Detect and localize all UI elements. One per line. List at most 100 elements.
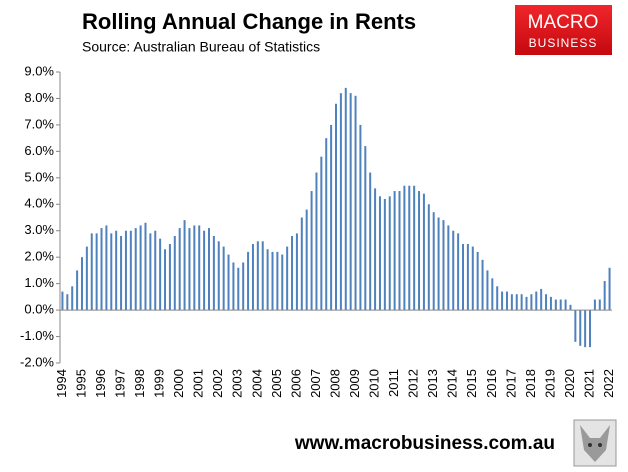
bar — [374, 188, 377, 311]
bar — [525, 296, 528, 311]
logo-text: MACRO — [528, 12, 599, 33]
bar — [418, 191, 421, 311]
bar — [471, 246, 474, 311]
bar — [256, 241, 259, 311]
bar — [154, 230, 157, 311]
x-tick-label: 2013 — [425, 369, 440, 398]
bar — [457, 233, 460, 311]
bar — [388, 196, 391, 311]
bar — [217, 241, 220, 311]
bar — [579, 310, 582, 346]
y-tick-label: 0.0% — [24, 302, 54, 317]
bar — [569, 304, 572, 311]
bar — [251, 243, 254, 311]
bar — [80, 257, 83, 311]
bar — [427, 204, 430, 311]
x-tick-label: 2004 — [249, 369, 264, 398]
x-tick-label: 2009 — [347, 369, 362, 398]
bar — [437, 217, 440, 311]
bar — [305, 209, 308, 311]
x-tick-label: 2008 — [327, 369, 342, 398]
x-tick-label: 2017 — [503, 369, 518, 398]
x-tick-label: 2021 — [581, 369, 596, 398]
bar — [232, 262, 235, 311]
x-tick-label: 2003 — [230, 369, 245, 398]
x-tick-label: 2016 — [484, 369, 499, 398]
bar — [149, 233, 152, 311]
footer-url: www.macrobusiness.com.au — [294, 433, 555, 454]
bar — [139, 225, 142, 311]
x-tick-label: 1999 — [152, 369, 167, 398]
bar — [271, 251, 274, 311]
logo-text: BUSINESS — [529, 36, 598, 50]
bar — [554, 299, 557, 311]
y-tick-label: 4.0% — [24, 196, 54, 211]
bar — [291, 236, 294, 311]
x-tick-label: 2012 — [406, 369, 421, 398]
bar — [603, 280, 606, 311]
bar — [193, 225, 196, 311]
bar — [66, 294, 69, 311]
bar — [349, 93, 352, 311]
bar — [354, 95, 357, 311]
bar — [510, 294, 513, 311]
x-tick-label: 2022 — [601, 369, 616, 398]
logo-box — [515, 5, 612, 55]
bar — [61, 291, 64, 311]
bar — [100, 228, 103, 311]
x-tick-label: 2018 — [523, 369, 538, 398]
y-tick-label: 3.0% — [24, 222, 54, 237]
bar — [110, 233, 113, 311]
bar — [144, 222, 147, 311]
x-tick-label: 2005 — [269, 369, 284, 398]
bar — [549, 296, 552, 311]
bar — [515, 294, 518, 311]
bar — [295, 233, 298, 311]
bar — [335, 103, 337, 311]
y-tick-label: -2.0% — [20, 354, 54, 369]
bar — [359, 124, 362, 311]
bar — [408, 185, 411, 311]
bar — [71, 286, 74, 311]
bar — [559, 299, 562, 311]
bar — [198, 225, 201, 311]
bar — [266, 249, 269, 311]
bar — [383, 198, 386, 311]
bar — [486, 270, 489, 311]
x-tick-label: 2020 — [562, 369, 577, 398]
bar — [462, 243, 465, 311]
bar — [207, 228, 210, 311]
bar — [432, 212, 435, 311]
bar — [505, 291, 508, 311]
bar — [369, 172, 372, 311]
x-tick-label: 2000 — [171, 369, 186, 398]
bar — [535, 291, 538, 311]
bar — [188, 228, 191, 311]
bar — [466, 243, 469, 311]
bar — [242, 262, 245, 311]
bar — [491, 278, 494, 311]
bar — [422, 193, 425, 311]
x-tick-label: 1996 — [93, 369, 108, 398]
bar — [227, 254, 230, 311]
bar — [344, 87, 347, 311]
bar — [247, 251, 250, 311]
bar — [212, 236, 215, 311]
x-tick-label: 2010 — [367, 369, 382, 398]
bar — [564, 299, 567, 311]
bar — [120, 236, 123, 311]
bar — [124, 230, 127, 311]
bar — [403, 185, 406, 311]
bar — [339, 93, 342, 311]
y-tick-label: 2.0% — [24, 249, 54, 264]
bar — [183, 220, 186, 311]
bar — [545, 294, 548, 311]
bar — [589, 310, 592, 348]
bar — [452, 230, 455, 311]
x-tick-label: 2002 — [210, 369, 225, 398]
bar — [286, 246, 289, 311]
chart-title: Rolling Annual Change in Rents — [82, 9, 416, 34]
bar — [530, 294, 533, 311]
bar — [476, 251, 479, 311]
